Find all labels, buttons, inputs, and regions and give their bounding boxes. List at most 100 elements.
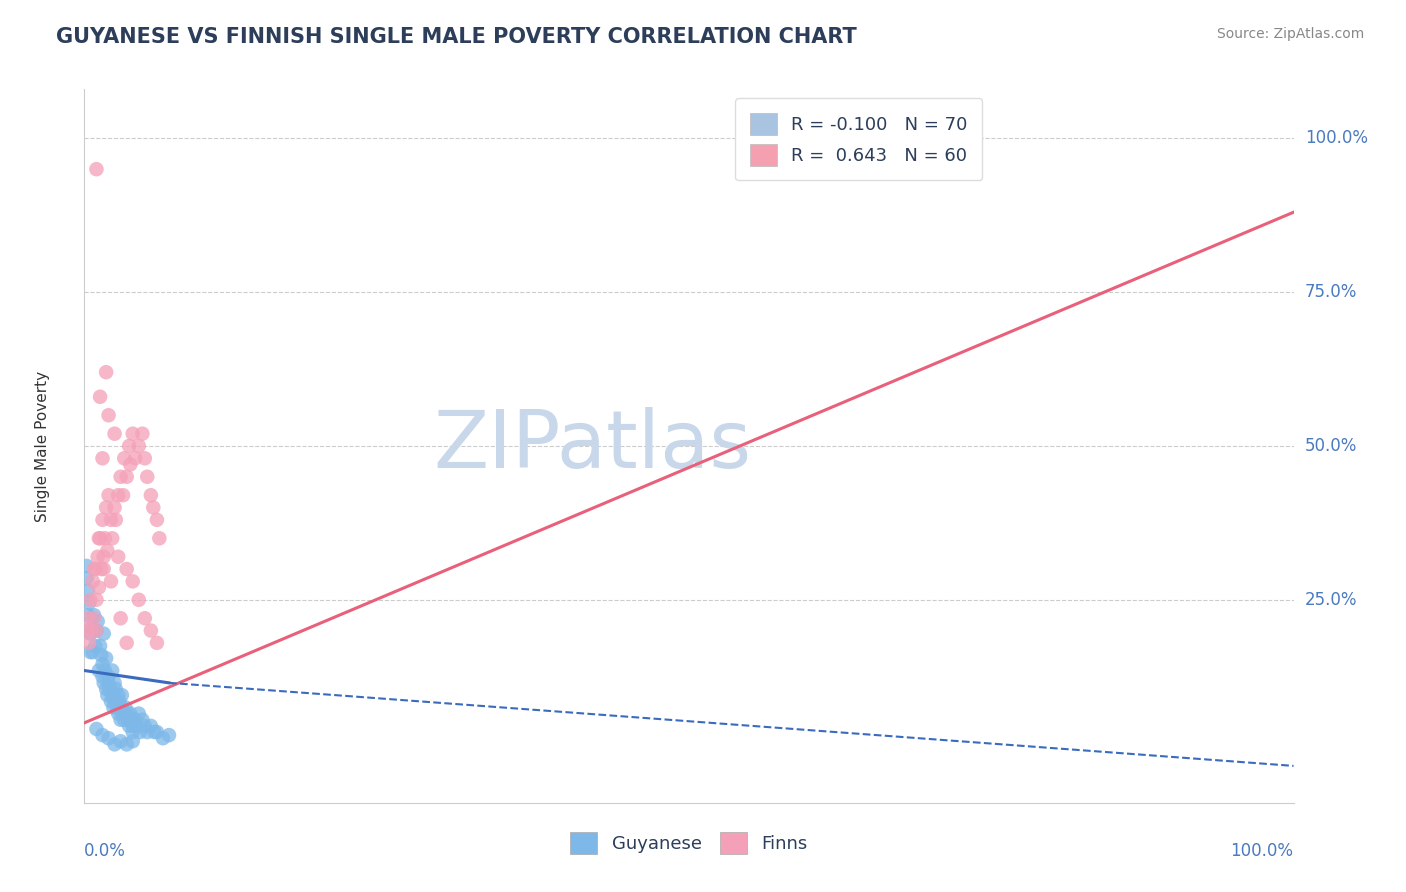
Point (100, 574, 122, 589)
Point (107, 688, 129, 702)
Point (83, 608, 105, 623)
Point (103, 700, 125, 714)
Point (104, 426, 127, 441)
Text: ZIPatlas: ZIPatlas (433, 407, 751, 485)
Point (111, 688, 134, 702)
Text: Source: ZipAtlas.com: Source: ZipAtlas.com (1216, 27, 1364, 41)
Point (76, 558, 98, 573)
Point (80, 620, 103, 634)
Point (139, 624, 162, 638)
Point (89, 390, 111, 404)
Point (136, 469, 159, 483)
Point (87, 531, 110, 545)
Point (86, 162, 108, 177)
Point (94, 531, 117, 545)
Point (104, 694, 127, 708)
Point (104, 681, 127, 696)
Point (90, 562, 112, 576)
Point (93, 676, 115, 690)
Point (107, 488, 129, 502)
Point (91, 728, 114, 742)
Text: GUYANESE VS FINNISH SINGLE MALE POVERTY CORRELATION CHART: GUYANESE VS FINNISH SINGLE MALE POVERTY … (56, 27, 858, 46)
Text: 50.0%: 50.0% (1305, 437, 1357, 455)
Point (82, 574, 104, 589)
Point (94, 651, 117, 665)
Point (91, 451, 114, 466)
Point (121, 574, 143, 589)
Point (134, 611, 156, 625)
Point (101, 531, 124, 545)
Point (101, 688, 124, 702)
Point (94, 664, 117, 678)
Point (120, 706, 142, 721)
Point (77, 636, 100, 650)
Point (79, 592, 101, 607)
Point (120, 458, 142, 472)
Point (114, 700, 136, 714)
Point (100, 513, 122, 527)
Point (104, 500, 127, 515)
Point (107, 549, 129, 564)
Point (86, 549, 108, 564)
Point (77, 611, 100, 625)
Point (104, 676, 127, 690)
Point (90, 648, 112, 662)
Point (105, 700, 128, 714)
Point (97, 409, 120, 423)
Point (76, 571, 98, 585)
Point (136, 725, 159, 739)
Point (115, 706, 138, 721)
Point (131, 713, 153, 727)
Point (77, 583, 100, 598)
Point (110, 700, 132, 714)
Point (118, 719, 141, 733)
Point (110, 713, 132, 727)
Point (100, 694, 122, 708)
Point (76, 624, 98, 638)
Point (128, 439, 150, 453)
Point (93, 626, 115, 640)
Point (91, 513, 114, 527)
Text: 75.0%: 75.0% (1305, 283, 1357, 301)
Point (121, 725, 143, 739)
Point (124, 713, 146, 727)
Point (115, 636, 138, 650)
Text: 0.0%: 0.0% (84, 842, 127, 860)
Point (125, 719, 148, 733)
Point (86, 592, 108, 607)
Point (83, 611, 105, 625)
Point (124, 451, 146, 466)
Point (118, 439, 141, 453)
Point (143, 725, 166, 739)
Point (139, 719, 162, 733)
Point (146, 513, 169, 527)
Point (139, 488, 162, 502)
Point (86, 624, 108, 638)
Point (110, 611, 132, 625)
Point (115, 562, 138, 576)
Point (134, 451, 156, 466)
Text: 100.0%: 100.0% (1230, 842, 1294, 860)
Point (142, 500, 165, 515)
Point (94, 681, 117, 696)
Point (86, 615, 108, 629)
Point (80, 624, 103, 638)
Point (101, 664, 124, 678)
Point (79, 645, 101, 659)
Point (112, 713, 135, 727)
Point (121, 734, 143, 748)
Point (146, 636, 169, 650)
Point (96, 543, 118, 558)
Point (134, 719, 156, 733)
Point (93, 562, 115, 576)
Point (131, 426, 153, 441)
Point (77, 596, 100, 610)
Point (110, 469, 132, 483)
Point (97, 670, 120, 684)
Point (86, 624, 108, 638)
Point (117, 713, 139, 727)
Point (91, 657, 114, 672)
Point (79, 626, 101, 640)
Point (89, 531, 111, 545)
Point (104, 737, 127, 751)
